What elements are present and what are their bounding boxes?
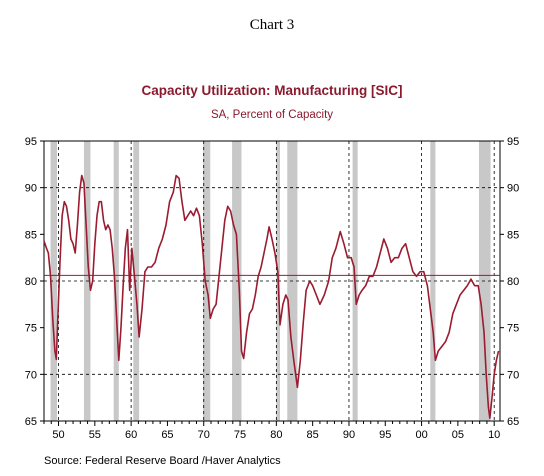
ytick-right-label-80: 80 (507, 276, 519, 288)
ytick-left-label-70: 70 (25, 369, 37, 381)
ytick-left-label-80: 80 (25, 276, 37, 288)
ytick-right-label-90: 90 (507, 183, 519, 195)
xtick-label-55: 55 (89, 429, 101, 441)
xtick-label-70: 70 (198, 429, 210, 441)
xtick-label-50: 50 (52, 429, 64, 441)
xtick-label-05: 05 (452, 429, 464, 441)
ytick-left-label-75: 75 (25, 323, 37, 335)
xtick-label-90: 90 (343, 429, 355, 441)
ytick-right-label-85: 85 (507, 229, 519, 241)
xtick-label-80: 80 (270, 429, 282, 441)
series-line-0 (43, 174, 500, 419)
xtick-label-75: 75 (234, 429, 246, 441)
ytick-right-label-65: 65 (507, 416, 519, 428)
chart-heading: Chart 3 (250, 17, 295, 33)
source-note: Source: Federal Reserve Board /Haver Ana… (44, 455, 281, 467)
chart-subtitle: SA, Percent of Capacity (211, 109, 333, 121)
x-axis: 50 55 60 65 70 75 80 85 90 95 00 05 10 (43, 421, 500, 441)
ytick-right-label-75: 75 (507, 323, 519, 335)
xtick-label-10: 10 (488, 429, 500, 441)
recession-band-9 (430, 141, 436, 421)
y-axis-left: 95 90 85 80 75 70 65 (25, 136, 44, 428)
ytick-left-label-85: 85 (25, 229, 37, 241)
series-group (43, 174, 500, 419)
ytick-right-label-70: 70 (507, 369, 519, 381)
xtick-label-85: 85 (307, 429, 319, 441)
ytick-left-label-90: 90 (25, 183, 37, 195)
xtick-label-65: 65 (161, 429, 173, 441)
y-axis-right: 95 90 85 80 75 70 65 (500, 136, 519, 428)
ytick-right-label-95: 95 (507, 136, 519, 148)
ytick-left-label-65: 65 (25, 416, 37, 428)
recession-band-0 (50, 141, 58, 421)
xtick-label-00: 00 (415, 429, 427, 441)
ytick-left-label-95: 95 (25, 136, 37, 148)
xtick-label-60: 60 (125, 429, 137, 441)
chart-title: Capacity Utilization: Manufacturing [SIC… (141, 83, 402, 98)
xtick-label-95: 95 (379, 429, 391, 441)
